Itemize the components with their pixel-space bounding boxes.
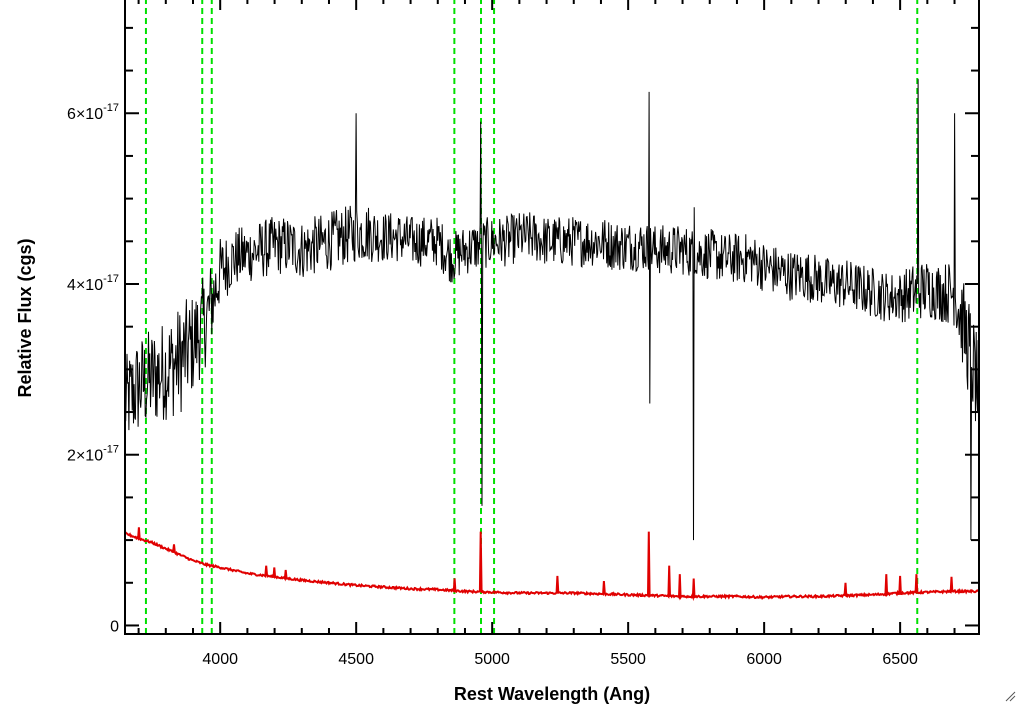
plot-frame: [124, 0, 980, 635]
reference-lines: [144, 0, 919, 634]
x-tick-label: 6000: [746, 651, 782, 668]
x-axis: 4000 4500 5000 5500 6000 6500: [137, 0, 956, 668]
y-axis: 0 2×10-17 4×10-17 6×10-17: [67, 26, 979, 635]
x-tick-label: 6500: [882, 651, 918, 668]
x-tick-label: 5000: [474, 651, 510, 668]
y-axis-title: Relative Flux (cgs): [15, 238, 35, 397]
y-tick-label: 4×10-17: [67, 273, 119, 294]
y-tick-label: 2×10-17: [67, 444, 119, 465]
x-tick-label: 5500: [610, 651, 646, 668]
x-tick-label: 4000: [202, 651, 238, 668]
y-tick-label: 6×10-17: [67, 102, 119, 123]
x-axis-title: Rest Wavelength (Ang): [454, 684, 650, 704]
spectrum-line: [125, 79, 979, 541]
y-tick-label: 0: [110, 618, 119, 635]
resize-grip-icon[interactable]: [1004, 690, 1016, 702]
error-line: [125, 527, 979, 602]
series-group: [125, 79, 979, 602]
x-tick-label: 4500: [338, 651, 374, 668]
